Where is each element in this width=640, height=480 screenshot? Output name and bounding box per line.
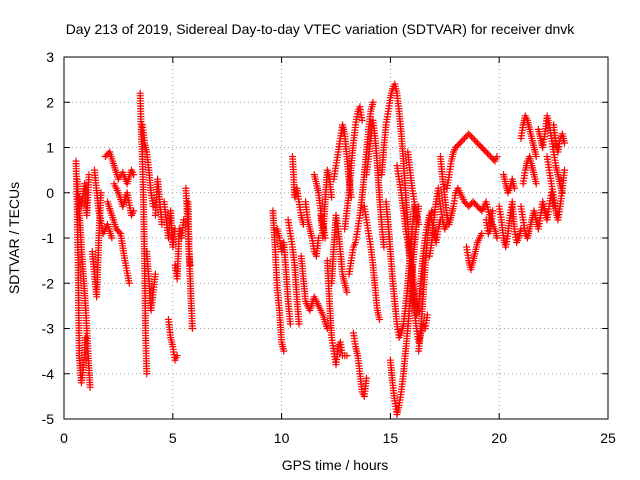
data-point [328, 193, 336, 201]
data-point [406, 257, 414, 265]
data-point [186, 261, 194, 269]
data-point [173, 352, 181, 360]
data-point [130, 171, 138, 179]
data-point [130, 207, 138, 215]
data-point [343, 288, 351, 296]
chart-title: Day 213 of 2019, Sidereal Day-to-day VTE… [66, 21, 576, 37]
data-point [423, 311, 431, 319]
data-point [188, 325, 196, 332]
data-point [517, 225, 525, 233]
y-tick-label: -5 [42, 411, 55, 427]
data-point [115, 228, 123, 236]
x-tick-label: 25 [600, 430, 616, 446]
data-point [358, 116, 366, 124]
data-point [158, 220, 166, 228]
y-tick-label: 2 [46, 94, 54, 110]
x-axis-label: GPS time / hours [282, 457, 389, 473]
data-points [72, 80, 568, 418]
y-tick-label: -2 [42, 275, 55, 291]
data-point [323, 325, 331, 332]
y-tick-label: -1 [42, 230, 55, 246]
data-point [493, 153, 501, 161]
y-axis-ticks: -5 -4 -3 -2 -1 0 1 2 3 [42, 49, 608, 427]
data-point [286, 320, 294, 328]
data-point [85, 171, 93, 179]
data-point [280, 347, 288, 355]
data-point [343, 352, 351, 360]
data-point [82, 334, 90, 342]
data-point [478, 229, 486, 237]
data-point [489, 207, 497, 215]
data-point [362, 374, 370, 382]
y-axis-label: SDTVAR / TECUs [6, 182, 22, 294]
y-tick-label: 1 [46, 140, 54, 156]
data-point [532, 153, 540, 161]
y-tick-label: -3 [42, 321, 55, 337]
data-point [143, 370, 151, 378]
x-tick-label: 20 [491, 430, 507, 446]
x-tick-label: 10 [274, 430, 290, 446]
data-point [560, 166, 568, 174]
data-point [510, 184, 518, 192]
y-tick-label: 0 [46, 185, 54, 201]
data-point [493, 234, 501, 242]
data-point [415, 202, 423, 210]
data-point [560, 139, 568, 147]
data-point [415, 220, 423, 228]
x-axis-ticks: 0 5 10 15 20 25 [60, 57, 616, 446]
data-point [376, 315, 384, 323]
data-point [86, 383, 94, 391]
data-point [295, 320, 303, 328]
data-point [428, 207, 436, 215]
data-point [151, 270, 159, 278]
x-tick-label: 5 [169, 430, 177, 446]
data-point [532, 180, 540, 188]
data-point [108, 234, 116, 242]
y-tick-label: 3 [46, 49, 54, 65]
data-point [125, 279, 133, 287]
data-point [180, 216, 188, 224]
data-point [369, 98, 377, 106]
y-tick-label: -4 [42, 366, 55, 382]
x-tick-label: 15 [383, 430, 399, 446]
data-point [380, 243, 388, 251]
x-tick-label: 0 [60, 430, 68, 446]
